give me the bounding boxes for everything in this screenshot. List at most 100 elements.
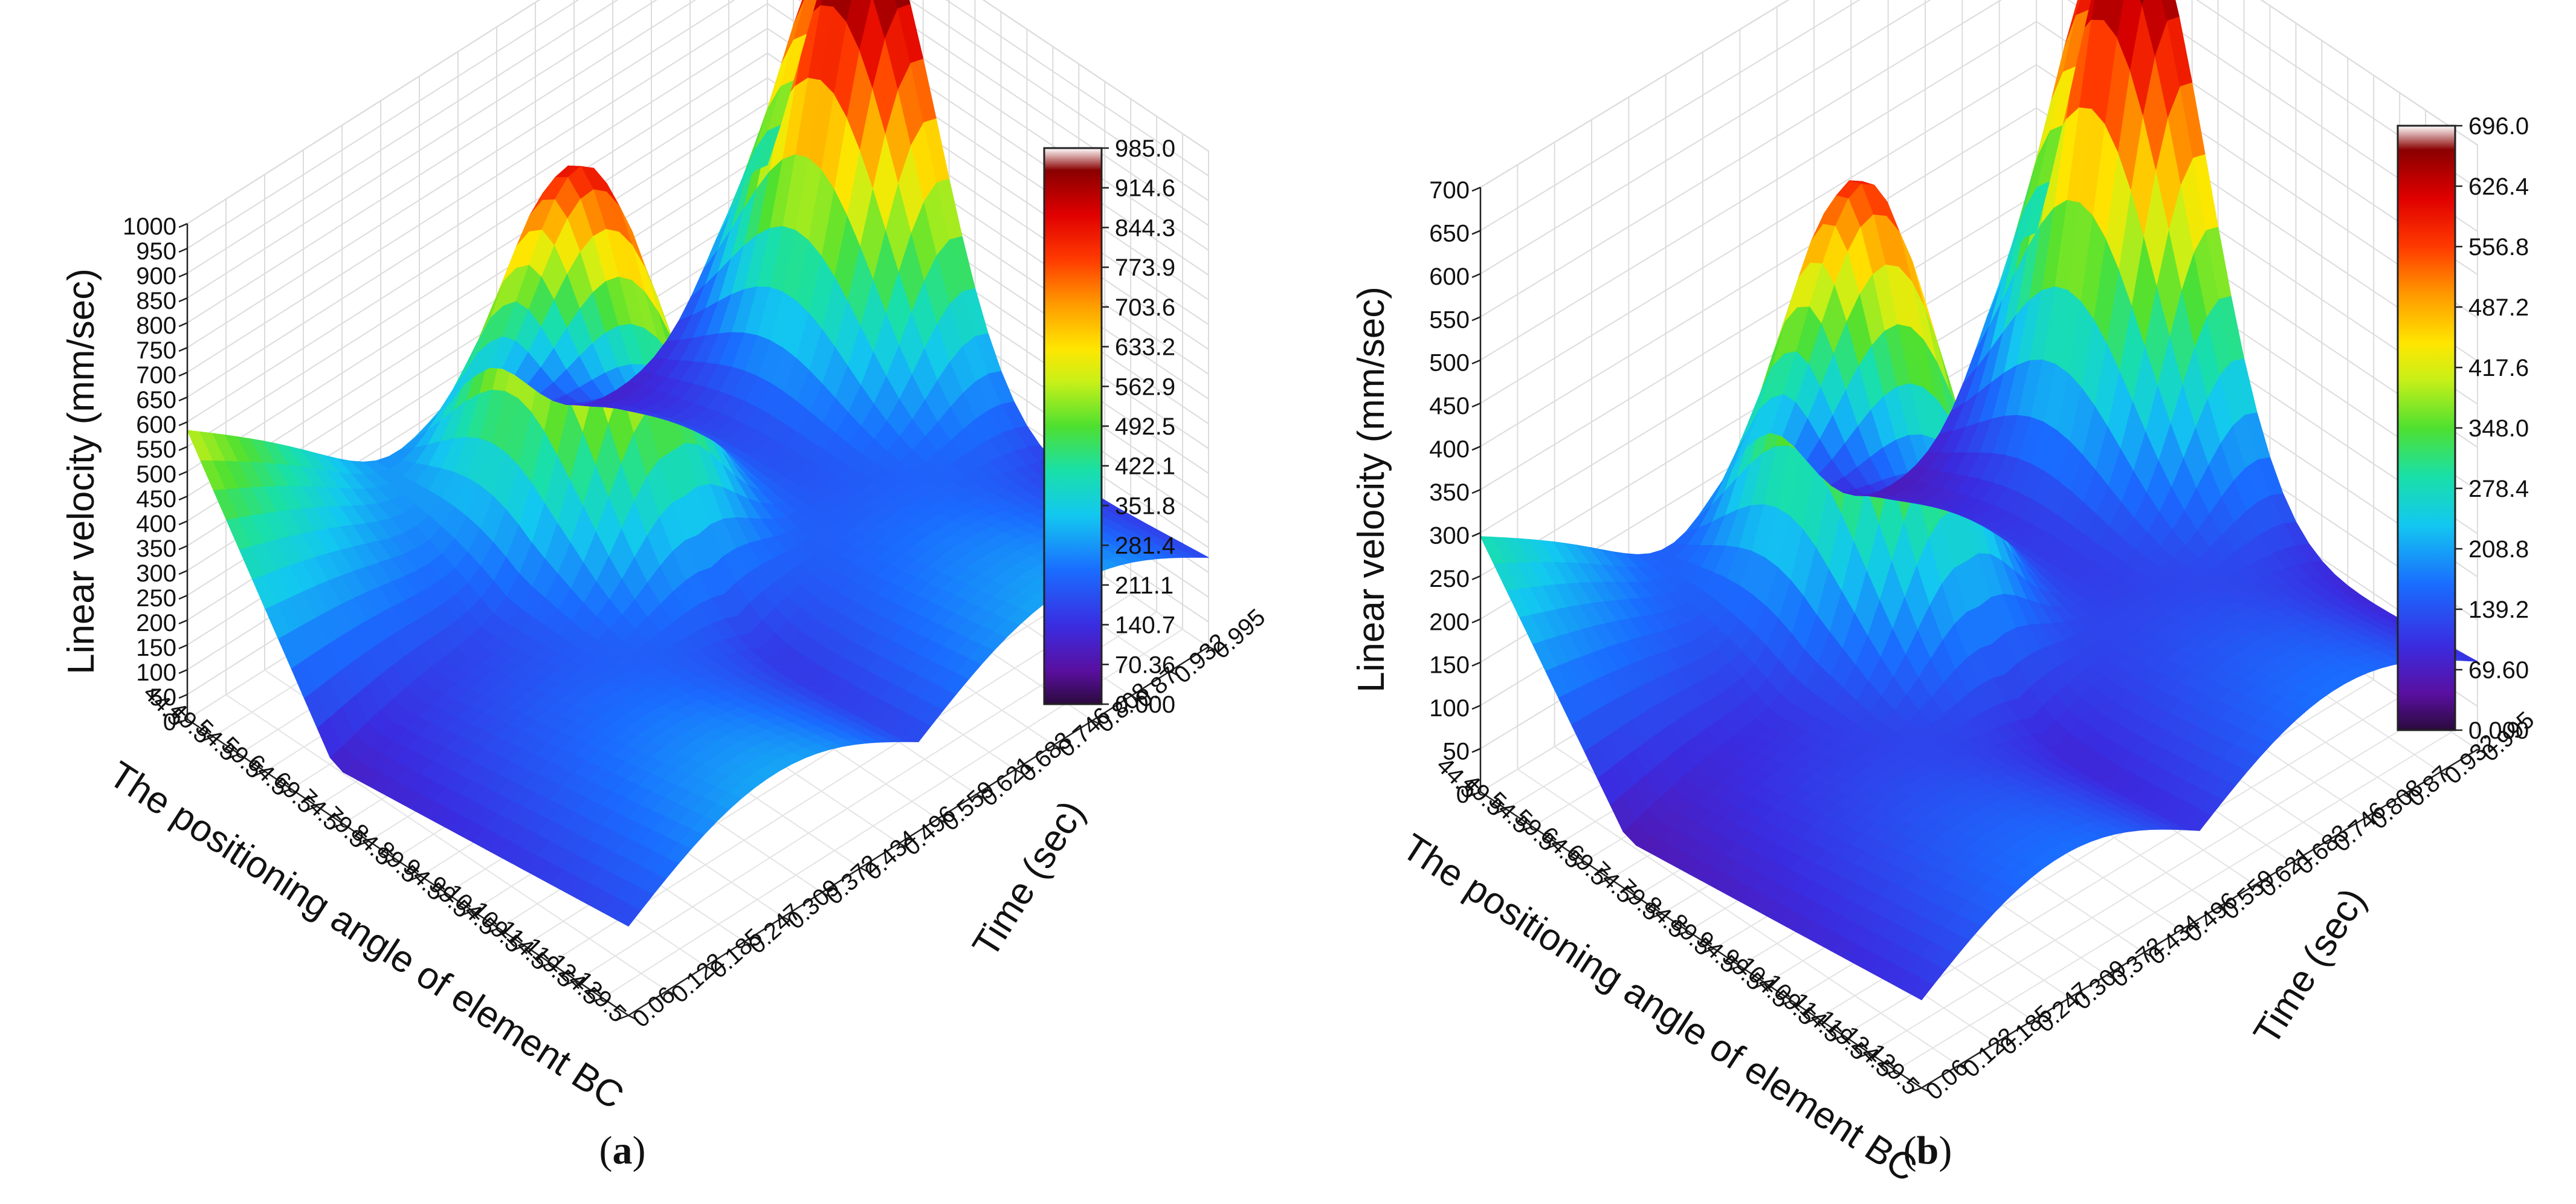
surface-patch — [846, 0, 871, 50]
surface-patch — [894, 0, 911, 9]
surface-patch — [2103, 0, 2124, 38]
z-tick-mark — [178, 421, 188, 427]
panel-label: (a) — [599, 1128, 646, 1173]
z-tick-label: 400 — [1429, 436, 1470, 463]
z-tick-label: 300 — [1429, 522, 1470, 549]
z-tick-label: 0 — [163, 709, 176, 736]
z-tick-label: 650 — [1429, 220, 1470, 247]
floor-gridline — [1869, 714, 2426, 1054]
z-tick-label: 350 — [1429, 479, 1470, 506]
z-tick-label: 950 — [136, 238, 176, 265]
time-tick-mark — [783, 916, 793, 923]
z-tick-label: 450 — [136, 486, 176, 513]
surface-patch — [820, 0, 835, 7]
angle-axis-line — [187, 718, 629, 1017]
floor-gridline — [225, 694, 668, 992]
angle-tick-mark — [540, 962, 551, 968]
z-tick-mark — [1471, 618, 1481, 624]
z-tick-label: 100 — [1429, 695, 1470, 722]
colorbar-tick-label: 417.6 — [2468, 355, 2529, 381]
colorbar-tick-label: 70.36 — [1115, 652, 1175, 678]
z-tick-mark — [178, 520, 188, 526]
z-tick-label: 200 — [136, 610, 176, 636]
colorbar-tick-label: 562.9 — [1115, 374, 1175, 400]
z-tick-mark — [1471, 488, 1481, 494]
z-tick-mark — [1471, 704, 1481, 710]
panel-a: 0501001502002503003504004505005506006507… — [60, 0, 1270, 1173]
angle-tick-mark — [462, 910, 473, 916]
z-tick-label: 500 — [1429, 350, 1470, 377]
colorbar-tick-label: 422.1 — [1115, 453, 1175, 480]
colorbar-tick-label: 773.9 — [1115, 254, 1175, 281]
time-tick-mark — [628, 1014, 639, 1021]
time-tick-mark — [705, 965, 716, 972]
z-tick-label: 700 — [1429, 177, 1470, 204]
surface — [1480, 0, 2478, 1000]
z-tick-mark — [1471, 273, 1481, 279]
z-tick-label: 150 — [1429, 652, 1470, 679]
angle-tick-mark — [488, 927, 499, 933]
angle-tick-mark — [1600, 878, 1611, 884]
colorbar-tick-label: 0.000 — [1115, 691, 1175, 718]
angle-tick-mark — [1522, 826, 1533, 831]
z-tick-mark — [178, 346, 188, 352]
z-tick-mark — [1471, 575, 1481, 581]
z-tick-mark — [1471, 532, 1481, 537]
angle-tick-mark — [514, 945, 525, 950]
angle-tick-mark — [1626, 895, 1637, 901]
surface — [187, 0, 1209, 927]
z-tick-mark — [1471, 661, 1481, 667]
surface-patch — [2161, 0, 2180, 21]
angle-tick-mark — [411, 875, 421, 881]
time-tick-mark — [1053, 744, 1064, 751]
angle-tick-mark — [436, 893, 447, 898]
z-tick-mark — [178, 693, 188, 699]
angle-tick-mark — [592, 997, 603, 1003]
z-axis-title: Linear velocity (mm/sec) — [60, 268, 102, 675]
time-axis-title: Time (sec) — [964, 794, 1093, 965]
angle-tick-mark — [177, 718, 188, 724]
z-tick-label: 50 — [1443, 739, 1470, 765]
colorbar-tick-label: 69.60 — [2468, 657, 2529, 684]
angle-tick-mark — [1755, 982, 1766, 988]
panel-label: (b) — [1903, 1128, 1952, 1173]
z-axis: 0501001502002503003504004505005506006507… — [60, 213, 189, 736]
angle-tick-mark — [307, 805, 318, 811]
angle-tick-mark — [1574, 861, 1585, 866]
colorbar-tick-label: 844.3 — [1115, 215, 1175, 241]
colorbar-tick-label: 281.4 — [1115, 532, 1175, 559]
colorbar: 985.0 914.6 844.3 773.9 703.6 633.2 562.9 492.5… — [1043, 135, 1175, 718]
z-tick-mark — [1471, 359, 1481, 364]
z-tick-label: 700 — [136, 362, 176, 389]
time-tick-mark — [976, 793, 987, 800]
z-tick-label: 600 — [1429, 264, 1470, 290]
z-tick-mark — [178, 297, 188, 303]
surface-patch — [2140, 0, 2144, 5]
angle-tick-mark — [255, 771, 266, 776]
angle-tick-mark — [385, 858, 395, 863]
z-tick-mark — [178, 247, 188, 253]
time-tick-mark — [937, 818, 948, 824]
z-tick-mark — [1471, 748, 1481, 753]
colorbar-tick-label: 140.7 — [1115, 612, 1175, 639]
z-tick-mark — [1471, 186, 1481, 192]
angle-tick-mark — [281, 788, 292, 794]
colorbar-tick-label: 211.1 — [1115, 572, 1173, 599]
z-tick-mark — [178, 619, 188, 625]
time-axis-line — [628, 646, 1209, 1017]
panel-b: 0 50 100 150 200 250 300 350 400 450 500 550 600 650 7… — [1351, 0, 2539, 1190]
surface-patch — [2024, 181, 2050, 238]
time-tick-mark — [1208, 646, 1219, 653]
z-tick-label: 850 — [136, 288, 176, 314]
z-tick-mark — [1471, 316, 1481, 322]
z-tick-label: 200 — [1429, 609, 1470, 635]
angle-tick-mark — [1704, 948, 1714, 953]
angle-tick-mark — [1548, 843, 1559, 849]
colorbar-tick-label: 351.8 — [1115, 493, 1175, 519]
colorbar-gradient — [1043, 147, 1103, 705]
angle-tick-mark — [1807, 1017, 1818, 1023]
surface-patch — [2090, 0, 2108, 21]
z-tick-label: 550 — [136, 436, 176, 463]
angle-tick-mark — [203, 736, 214, 741]
surface-patch — [754, 125, 781, 171]
